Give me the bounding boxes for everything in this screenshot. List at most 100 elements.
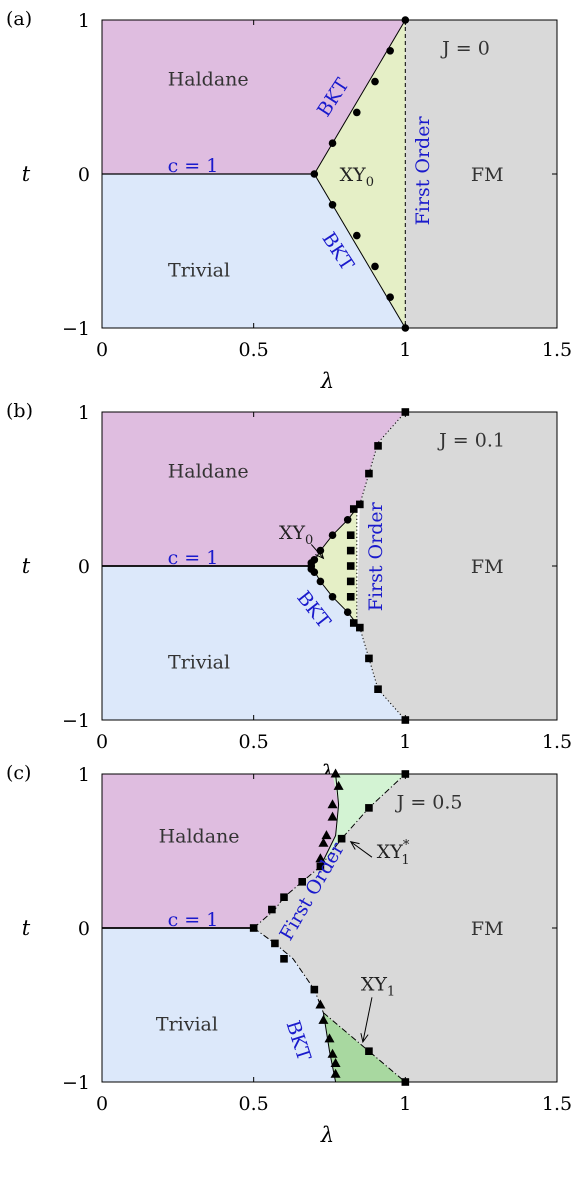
label-text: Trivial [168,651,230,673]
region-label: XY1 [361,973,395,999]
plot-area [102,774,557,1082]
annotation-arrow [350,841,373,858]
square-marker [346,531,355,539]
square-marker [356,500,364,509]
arrow-head [360,1033,369,1044]
label-text: First Order [365,501,387,611]
y-tick-label: 0 [78,918,90,940]
triangle-marker [330,1058,341,1068]
square-marker [365,1047,373,1055]
y-tick-label: 1 [78,764,90,786]
x-tick-label: 0.5 [239,731,269,753]
region-label: First Order [412,116,434,226]
circle-marker [310,568,319,576]
label-text: Trivial [168,259,230,281]
label-text: XY [377,841,404,863]
x-tick-label: 0.5 [239,1093,269,1115]
triangle-marker [321,830,332,840]
region-label: XY0 [340,164,374,190]
circle-marker [386,293,394,302]
square-marker [298,878,306,886]
x-tick-label: 0 [96,1093,108,1115]
circle-marker [386,47,394,55]
region-trivial [102,174,406,328]
phase-boundary-line [322,1012,337,1082]
label-text: Haldane [159,826,240,848]
region-label: Trivial [168,651,230,673]
square-marker [249,924,258,932]
phase-boundary-line [323,1012,406,1082]
label-text: XY [361,973,388,995]
triangle-marker [327,1048,338,1058]
x-tick-label: 1.5 [542,731,572,753]
x-tick-label: 1.5 [542,339,572,361]
y-tick-label: −1 [62,710,90,732]
x-axis-label: λ [320,369,334,393]
x-tick-label: 1 [399,731,411,753]
region-label: XY* 1 [377,838,410,868]
square-marker [365,654,373,663]
x-axis-label: λ [320,1123,334,1147]
square-marker [346,546,355,555]
annotation-arrow [362,997,373,1043]
square-marker [346,593,355,601]
label-text: J = 0.5 [395,792,463,814]
region-label: J = 0.1 [437,430,505,452]
region-haldane [102,412,406,566]
phase-boundary-line [320,774,406,867]
y-tick-label: −1 [62,1072,90,1094]
square-marker [349,619,358,627]
square-marker [271,939,279,948]
triangle-marker [318,837,329,847]
region-label: Haldane [168,69,249,91]
region-trivial [102,928,336,1082]
circle-marker [353,231,361,240]
triangle-marker [327,799,338,809]
region-label: Trivial [156,1013,218,1035]
annotation-arrow [310,544,324,559]
region-fm [405,20,557,328]
region-label: FM [471,918,504,940]
triangle-marker [315,853,326,863]
panel-a: 0 0.5 1 1.5 −1 0 1 λ t (a) Haldane Trivial FM J = 0 c … [6,8,572,393]
circle-marker [310,170,319,178]
region-xy1- [320,774,406,867]
triangle-marker [330,768,341,778]
square-marker [268,905,276,914]
phase-boundary-line [313,20,406,175]
square-marker [337,834,346,843]
y-axis-label: t [22,162,31,186]
region-label: Haldane [159,826,240,848]
label-subscript: 1 [387,984,395,999]
label-text: c = 1 [168,547,219,569]
square-marker [349,505,358,513]
y-axis-label: t [22,916,31,940]
region-label: c = 1 [168,155,219,177]
x-tick-label: 0 [96,339,108,361]
triangle-marker [333,780,344,790]
y-tick-label: −1 [62,318,90,340]
triangle-marker [330,1068,341,1078]
y-tick-label: 1 [78,10,90,32]
label-subscript: 0 [305,533,313,548]
y-tick-label: 0 [78,556,90,578]
label-text: XY [340,164,367,186]
label-text: J = 0.1 [437,430,505,452]
square-marker [365,469,373,478]
y-axis-label: t [22,554,31,578]
region-label: J = 0.5 [395,792,463,814]
region-trivial [102,566,406,720]
x-tick-label: 1 [399,339,411,361]
label-text: J = 0 [440,38,490,60]
region-label: FM [471,164,504,186]
circle-marker [343,608,352,616]
plot-area [102,20,557,328]
square-marker [280,893,288,901]
circle-marker [316,577,325,586]
triangle-marker [318,1014,329,1024]
label-text: XY [279,522,306,544]
circle-marker [310,556,319,564]
phase-boundary-line [253,866,321,929]
circle-marker [343,516,352,524]
